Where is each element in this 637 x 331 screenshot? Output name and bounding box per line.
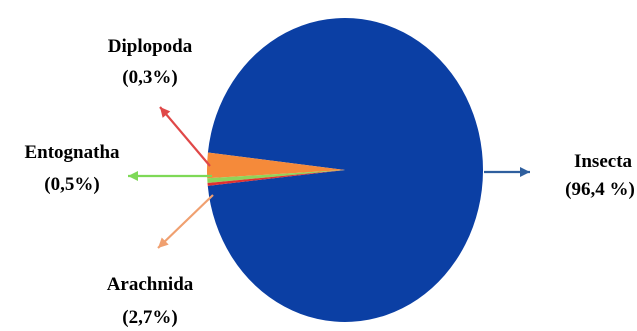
pie-slice-entognatha <box>207 170 345 184</box>
label-arachnida-value: (2,7%) <box>122 307 177 328</box>
label-arachnida-name: Arachnida <box>107 274 194 295</box>
arrow-entognatha <box>128 171 212 181</box>
pie-slice-arachnida <box>206 152 345 179</box>
label-insecta-value: (96,4 %) <box>565 179 635 200</box>
arrow-diplopoda <box>159 106 211 167</box>
label-diplopoda-value: (0,3%) <box>122 67 177 88</box>
pie-slice-diplopoda <box>207 170 345 186</box>
label-insecta-name: Insecta <box>574 151 633 172</box>
label-entognatha-name: Entognatha <box>24 142 120 163</box>
arrow-insecta <box>484 167 530 177</box>
pie-slice-insecta <box>207 18 483 322</box>
arrow-arachnida <box>157 194 214 249</box>
label-entognatha-value: (0,5%) <box>44 174 99 195</box>
label-diplopoda-name: Diplopoda <box>108 36 193 57</box>
